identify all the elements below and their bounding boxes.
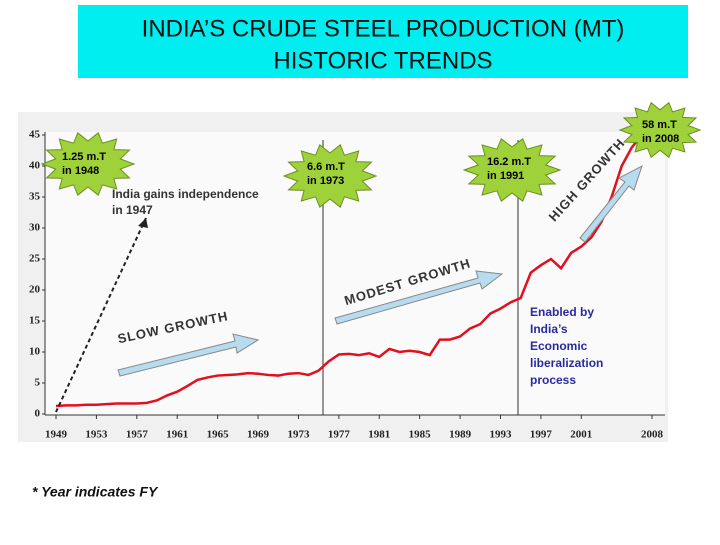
x-tick-label: 1969: [247, 429, 270, 441]
arrow-head: [138, 218, 148, 228]
x-tick-label: 2001: [570, 429, 592, 441]
annotation: 1.25 m.T: [62, 151, 106, 163]
annotation: in 1991: [487, 170, 524, 182]
y-tick-label: 15: [29, 315, 41, 327]
starburst: [282, 143, 378, 209]
x-tick-label: 1957: [126, 429, 149, 441]
x-tick-label: 1985: [409, 429, 432, 441]
modest-arrow: [334, 270, 504, 325]
x-tick-label: 2008: [641, 429, 664, 441]
x-tick-label: 1989: [449, 429, 472, 441]
annotation: in 1947: [112, 203, 153, 217]
annotation: Economic: [530, 339, 588, 353]
x-tick-label: 1953: [85, 429, 108, 441]
annotation: 16.2 m.T: [487, 156, 531, 168]
annotation: 58 m.T: [642, 119, 677, 131]
x-tick-label: 1973: [287, 429, 310, 441]
annotation: in 2008: [642, 133, 679, 145]
starburst: [618, 101, 702, 159]
title-line: INDIA’S CRUDE STEEL PRODUCTION (MT): [142, 15, 625, 42]
title-box: [78, 5, 688, 78]
annotation: in 1973: [307, 175, 344, 187]
annotation: in 1948: [62, 165, 99, 177]
footnote: * Year indicates FY: [32, 484, 159, 500]
data-line: [55, 127, 653, 408]
annotation: process: [530, 373, 576, 387]
x-tick-label: 1981: [368, 429, 390, 441]
y-tick-label: 20: [29, 284, 41, 296]
annotation: 6.6 m.T: [307, 161, 345, 173]
y-tick-label: 30: [29, 222, 41, 234]
annotation: India gains independence: [112, 187, 259, 201]
slow-arrow: [117, 333, 260, 377]
annotation: India’s: [530, 322, 568, 336]
x-tick-label: 1961: [166, 429, 188, 441]
starburst: [40, 131, 136, 197]
title-line: HISTORIC TRENDS: [273, 47, 492, 74]
annotation: Enabled by: [530, 305, 594, 319]
x-tick-label: 1977: [328, 429, 351, 441]
x-tick-label: 1965: [207, 429, 230, 441]
y-tick-label: 40: [29, 160, 41, 172]
y-tick-label: 5: [35, 377, 41, 389]
y-tick-label: 25: [29, 253, 41, 265]
x-tick-label: 1993: [489, 429, 512, 441]
starburst: [462, 138, 562, 202]
y-tick-label: 0: [35, 408, 41, 420]
independence-arrow: [55, 217, 147, 413]
y-tick-label: 10: [29, 346, 41, 358]
annotation: liberalization: [530, 356, 603, 370]
y-tick-label: 35: [29, 191, 41, 203]
y-tick-label: 45: [29, 129, 41, 141]
x-tick-label: 1997: [530, 429, 553, 441]
high-arrow: [579, 164, 643, 243]
x-tick-label: 1949: [45, 429, 68, 441]
